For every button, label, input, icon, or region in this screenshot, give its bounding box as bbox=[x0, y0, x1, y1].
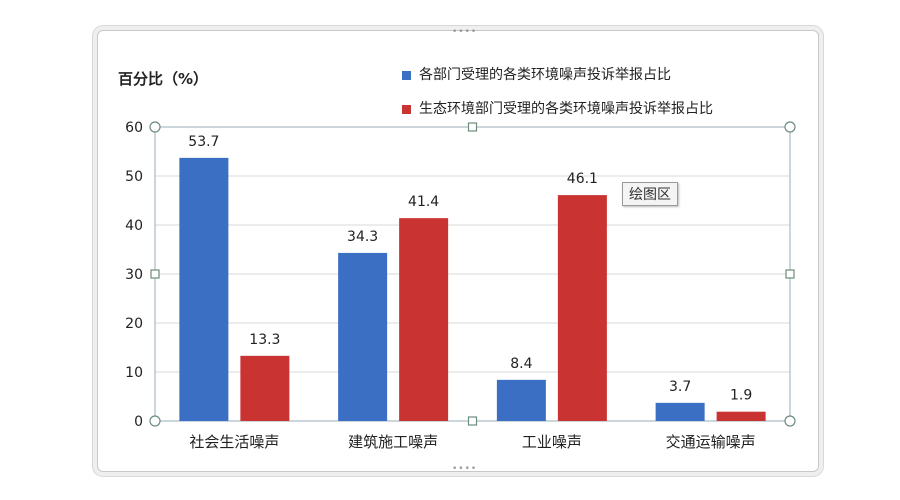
bar[interactable] bbox=[655, 402, 705, 421]
legend-swatch-red bbox=[402, 104, 411, 114]
bar-value-label: 13.3 bbox=[249, 332, 280, 348]
bar-value-label: 53.7 bbox=[188, 134, 219, 150]
x-tick-label: 工业噪声 bbox=[522, 433, 582, 451]
y-tick-label: 50 bbox=[125, 169, 143, 185]
frame-resize-grip-bottom[interactable]: •••• bbox=[452, 464, 478, 474]
bar-value-label: 8.4 bbox=[510, 356, 532, 372]
legend-item[interactable]: 生态环境部门受理的各类环境噪声投诉举报占比 bbox=[402, 97, 713, 131]
y-axis-title: 百分比（%） bbox=[118, 70, 209, 88]
resize-handle-side[interactable] bbox=[785, 269, 795, 279]
legend-label-series-1: 各部门受理的各类环境噪声投诉举报占比 bbox=[419, 67, 671, 83]
y-tick-label: 10 bbox=[125, 365, 143, 381]
y-tick-label: 0 bbox=[134, 414, 143, 430]
bar[interactable] bbox=[338, 252, 388, 421]
y-tick-label: 20 bbox=[125, 316, 143, 332]
y-tick-label: 40 bbox=[125, 218, 143, 234]
y-axis: 0 10 20 30 40 50 60 bbox=[125, 120, 143, 430]
bars bbox=[179, 157, 766, 421]
bar-value-label: 46.1 bbox=[567, 171, 598, 187]
x-tick-label: 交通运输噪声 bbox=[666, 433, 756, 451]
resize-handle-corner[interactable] bbox=[149, 121, 161, 133]
resize-handle-side[interactable] bbox=[467, 122, 478, 132]
bar-value-label: 3.7 bbox=[669, 379, 691, 395]
resize-handle-side[interactable] bbox=[150, 269, 160, 279]
x-axis: 社会生活噪声 建筑施工噪声 工业噪声 交通运输噪声 bbox=[189, 433, 755, 451]
x-tick-label: 建筑施工噪声 bbox=[348, 433, 438, 451]
frame-resize-grip-top[interactable]: •••• bbox=[452, 27, 478, 37]
y-tick-label: 60 bbox=[125, 120, 143, 136]
bar-value-label: 34.3 bbox=[347, 229, 378, 245]
x-tick-label: 社会生活噪声 bbox=[189, 433, 279, 451]
bar[interactable] bbox=[179, 157, 229, 421]
legend-item[interactable]: 各部门受理的各类环境噪声投诉举报占比 bbox=[402, 63, 713, 97]
bar-value-label: 1.9 bbox=[730, 388, 752, 404]
bar[interactable] bbox=[557, 195, 607, 421]
legend-label-series-2: 生态环境部门受理的各类环境噪声投诉举报占比 bbox=[419, 101, 713, 117]
value-labels: 53.7 13.3 34.3 41.4 8.4 46.1 3.7 1.9 bbox=[188, 134, 752, 404]
bar[interactable] bbox=[716, 411, 766, 421]
resize-handle-side[interactable] bbox=[467, 416, 478, 426]
plot-area-tooltip: 绘图区 bbox=[622, 182, 678, 206]
resize-handle-corner[interactable] bbox=[149, 415, 161, 427]
bar[interactable] bbox=[496, 379, 546, 421]
resize-handle-corner[interactable] bbox=[784, 121, 796, 133]
bar[interactable] bbox=[399, 218, 449, 421]
y-tick-label: 30 bbox=[125, 267, 143, 283]
legend-swatch-blue bbox=[402, 70, 411, 80]
plot-area-selection bbox=[149, 121, 796, 427]
bar-value-label: 41.4 bbox=[408, 194, 439, 210]
resize-handle-corner[interactable] bbox=[784, 415, 796, 427]
legend[interactable]: 各部门受理的各类环境噪声投诉举报占比 生态环境部门受理的各类环境噪声投诉举报占比 bbox=[402, 63, 713, 131]
bar[interactable] bbox=[240, 355, 290, 421]
